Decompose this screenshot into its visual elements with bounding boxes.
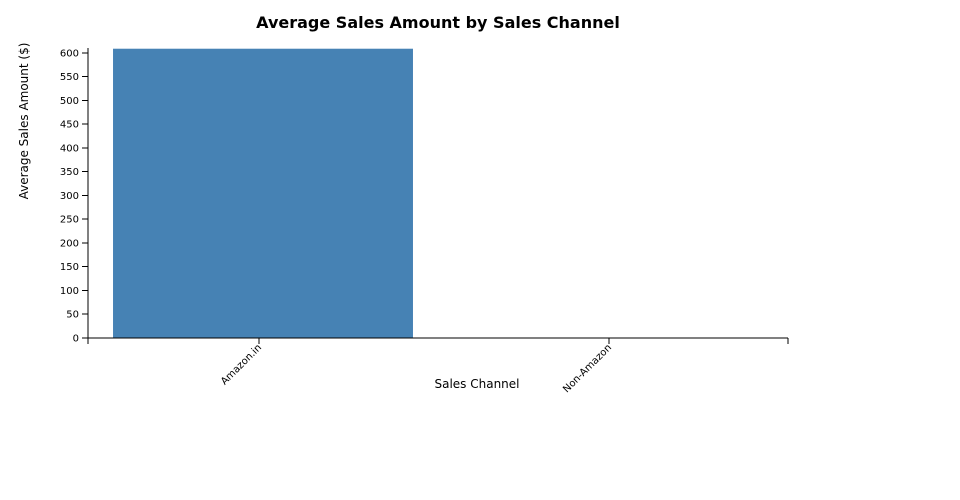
y-tick-label: 200 <box>60 238 79 249</box>
y-tick-label: 400 <box>60 143 79 154</box>
chart-title: Average Sales Amount by Sales Channel <box>256 13 620 32</box>
bar-amazon-in <box>113 48 413 339</box>
y-axis-label: Average Sales Amount ($) <box>17 43 31 200</box>
x-axis-label: Sales Channel <box>434 377 519 391</box>
y-axis: 0 50 100 150 200 250 300 350 400 450 500 550 600 <box>60 48 89 345</box>
y-tick-label: 100 <box>60 286 79 297</box>
y-tick-label: 600 <box>60 48 79 59</box>
y-tick-label: 550 <box>60 72 79 83</box>
y-tick-label: 150 <box>60 262 79 273</box>
y-tick-label: 450 <box>60 120 79 131</box>
y-tick-label: 0 <box>73 334 79 345</box>
y-tick-label: 50 <box>66 310 79 321</box>
bars-layer <box>113 48 413 339</box>
y-tick-label: 500 <box>60 96 79 107</box>
y-tick-label: 350 <box>60 167 79 178</box>
y-tick-label: 250 <box>60 215 79 226</box>
x-tick-label: Non-Amazon <box>561 342 614 395</box>
y-tick-label: 300 <box>60 191 79 202</box>
x-tick-label: Amazon.in <box>219 342 264 387</box>
